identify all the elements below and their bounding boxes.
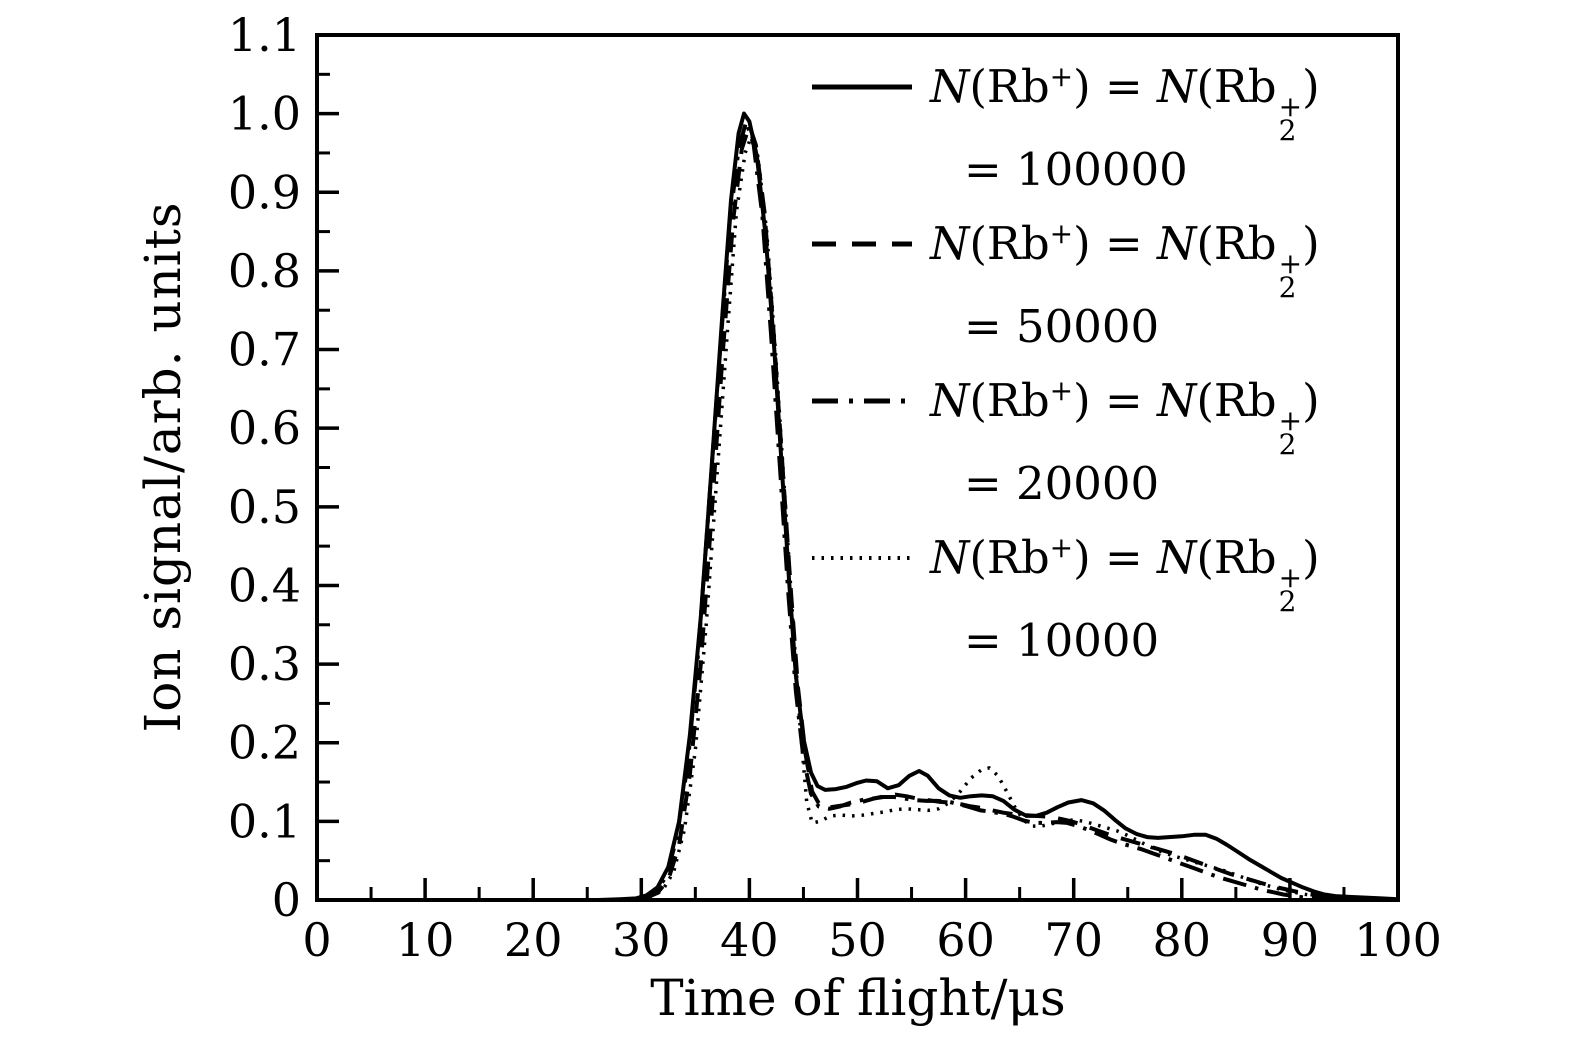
legend-formula: N(Rb+) = N(Rb +2): [930, 531, 1320, 618]
legend-label: N(Rb+) = N(Rb +2) = 10000: [930, 529, 1320, 667]
legend-value: = 20000: [964, 457, 1160, 510]
x-tick-label: 60: [936, 913, 995, 967]
y-tick-label: 0.9: [228, 165, 301, 219]
y-tick-label: 0.5: [228, 480, 301, 534]
legend-value: = 100000: [964, 143, 1188, 196]
y-tick-label: 0.8: [228, 244, 301, 298]
legend-item-50000: N(Rb+) = N(Rb +2) = 50000: [812, 215, 1320, 353]
series-20000-path: [317, 119, 1398, 902]
y-tick-label: 0.1: [228, 794, 301, 848]
x-tick-label: 0: [302, 913, 331, 967]
y-tick-label: 1.1: [228, 8, 301, 62]
dotted-line-sample-icon: [812, 556, 912, 560]
solid-line-sample-icon: [812, 84, 912, 90]
legend-formula: N(Rb+) = N(Rb +2): [930, 60, 1320, 147]
legend-item-20000: N(Rb+) = N(Rb +2) = 20000: [812, 372, 1320, 510]
dashdot-line-sample-icon: [812, 398, 912, 404]
x-tick-label: 30: [612, 913, 671, 967]
x-tick-label: 50: [828, 913, 887, 967]
legend: N(Rb+) = N(Rb +2) = 100000 N(Rb+) = N(Rb +…: [812, 58, 1320, 686]
x-tick-label: 40: [720, 913, 779, 967]
y-tick-label: 0.4: [228, 558, 301, 612]
x-tick-label: 90: [1261, 913, 1320, 967]
series-10000-path: [317, 133, 1399, 902]
y-axis-title: Ion signal/arb. units: [134, 201, 192, 733]
x-tick-label: 20: [504, 913, 563, 967]
y-tick-label: 0.6: [228, 401, 301, 455]
x-tick-label: 100: [1354, 913, 1442, 967]
legend-label: N(Rb+) = N(Rb +2) = 50000: [930, 215, 1320, 353]
y-tick-label: 0.2: [228, 716, 301, 770]
y-tick-label: 0: [272, 873, 301, 927]
legend-item-100000: N(Rb+) = N(Rb +2) = 100000: [812, 58, 1320, 196]
x-axis-title: Time of flight/μs: [650, 969, 1066, 1027]
legend-label: N(Rb+) = N(Rb +2) = 100000: [930, 58, 1320, 196]
legend-value: = 10000: [964, 614, 1160, 667]
y-tick-label: 1.0: [228, 87, 301, 141]
y-tick-label: 0.3: [228, 637, 301, 691]
dashed-line-sample-icon: [812, 241, 912, 247]
legend-item-10000: N(Rb+) = N(Rb +2) = 10000: [812, 529, 1320, 667]
legend-label: N(Rb+) = N(Rb +2) = 20000: [930, 372, 1320, 510]
x-tick-label: 70: [1044, 913, 1103, 967]
legend-value: = 50000: [964, 300, 1160, 353]
legend-formula: N(Rb+) = N(Rb +2): [930, 217, 1320, 304]
x-tick-label: 80: [1153, 913, 1212, 967]
x-tick-label: 10: [396, 913, 455, 967]
y-tick-label: 0.7: [228, 323, 301, 377]
series-100000-path: [317, 111, 1399, 902]
legend-formula: N(Rb+) = N(Rb +2): [930, 374, 1320, 461]
